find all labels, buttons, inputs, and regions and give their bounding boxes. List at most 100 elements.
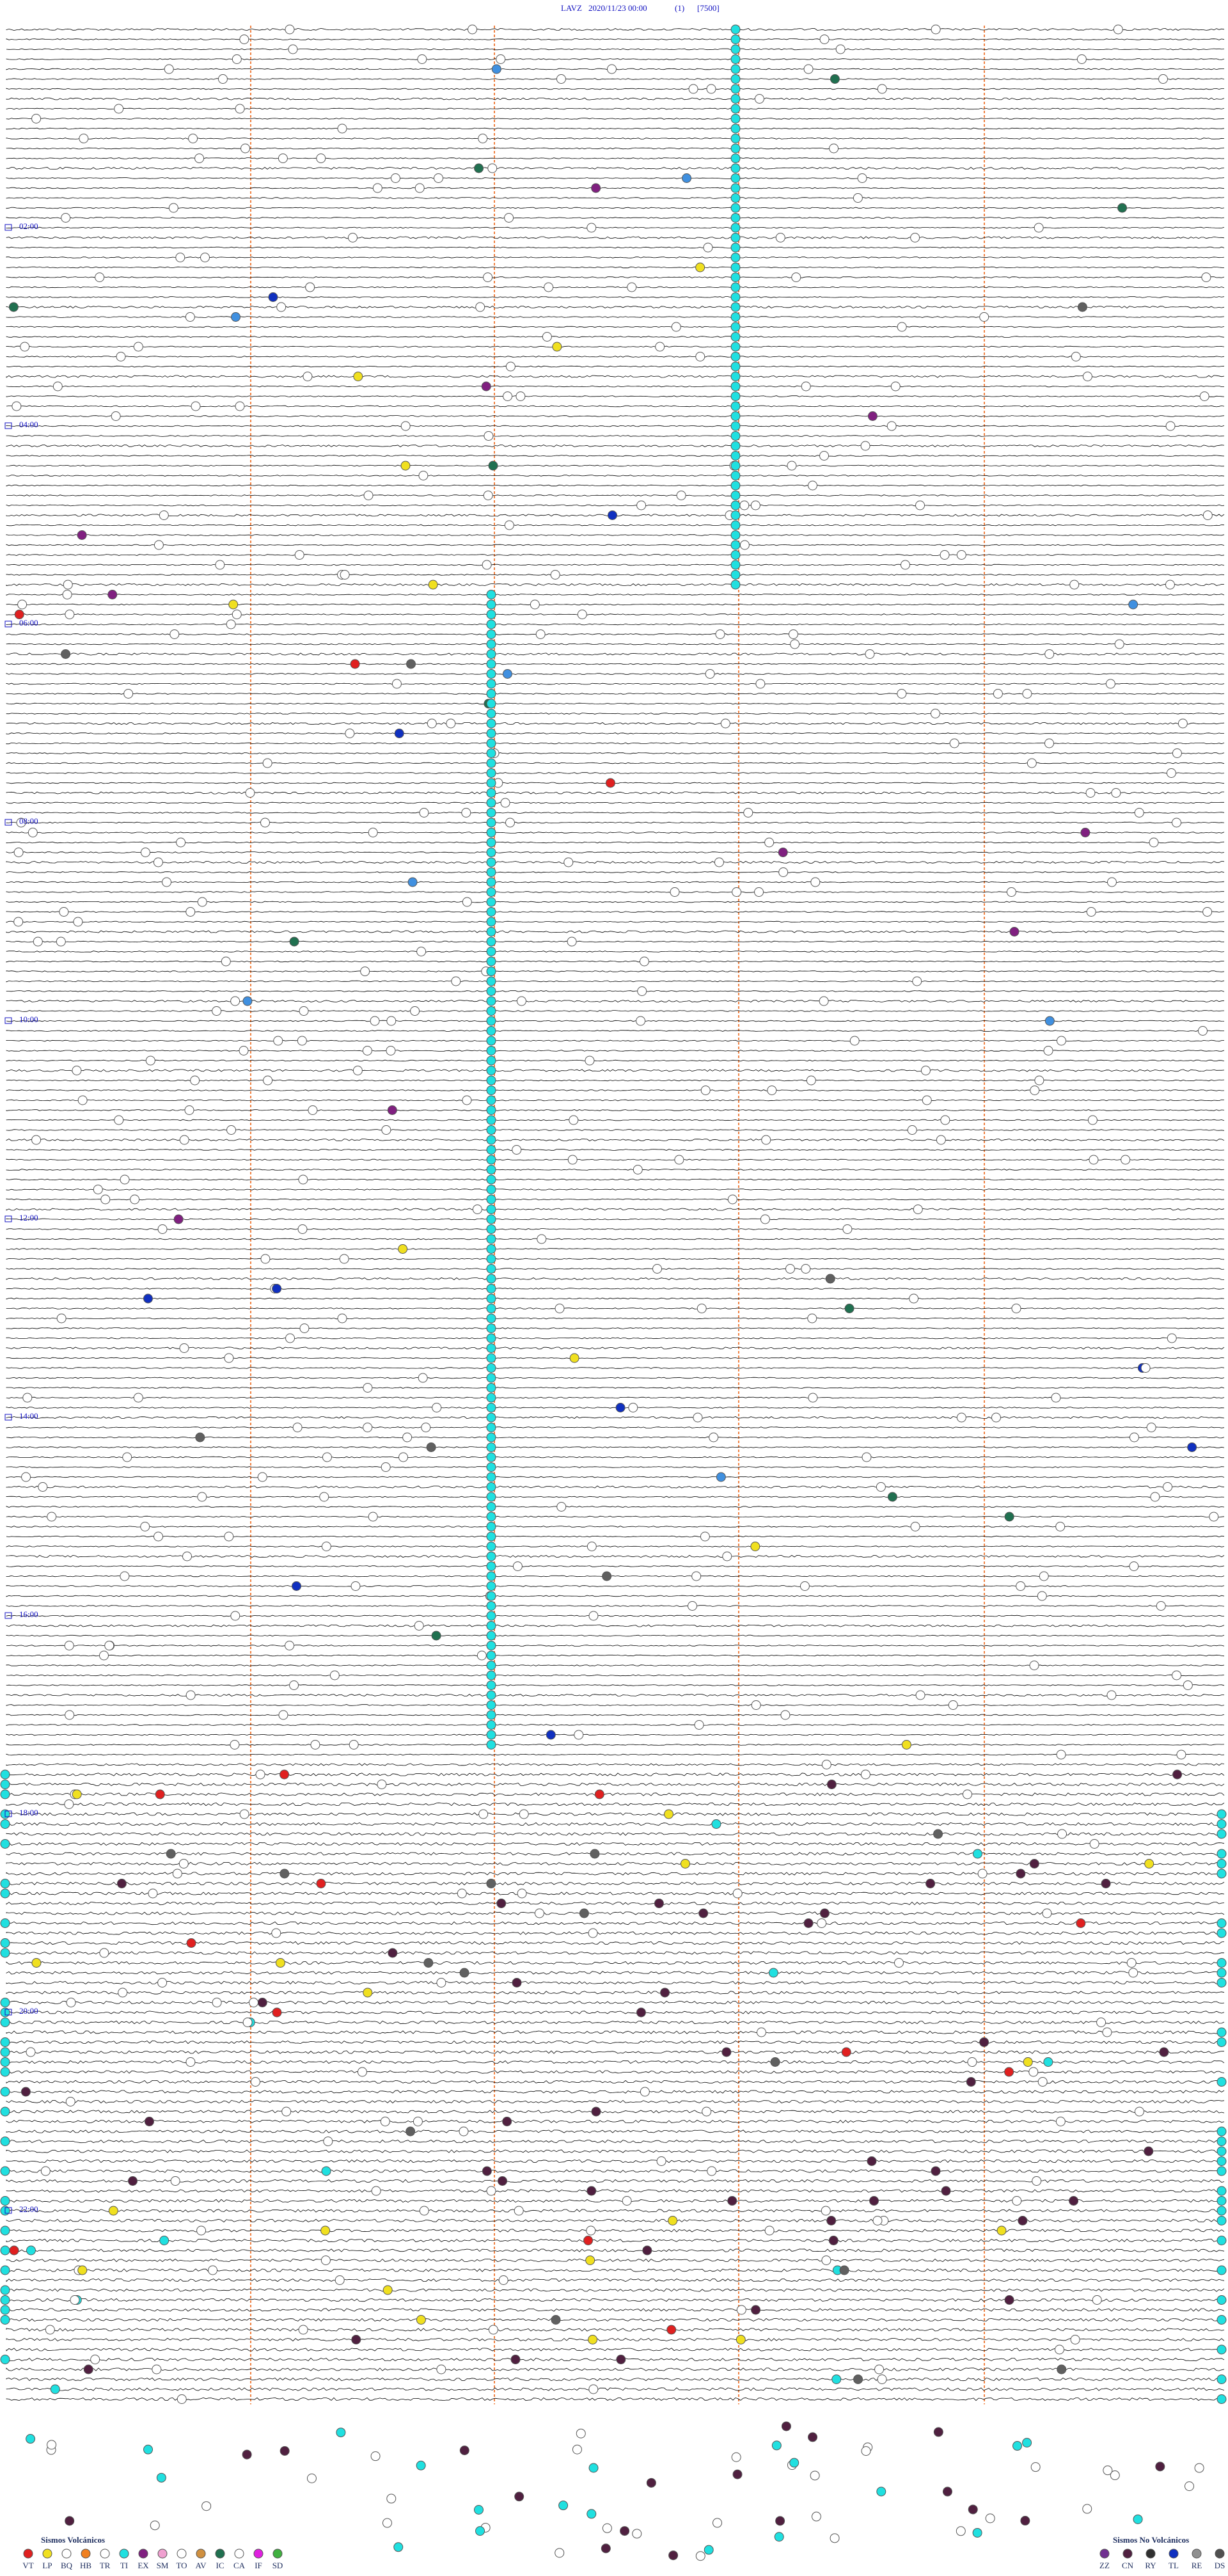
event-marker [47, 2440, 57, 2450]
event-marker [826, 2216, 837, 2225]
event-marker [750, 1542, 760, 1551]
event-marker [0, 2265, 10, 2275]
event-marker [0, 2245, 10, 2256]
event-marker [56, 936, 66, 947]
event-marker [486, 1036, 496, 1046]
event-marker [900, 560, 910, 570]
event-marker [1069, 2196, 1079, 2206]
event-marker [250, 2077, 260, 2087]
event-marker [910, 233, 920, 242]
event-marker [486, 1363, 496, 1373]
event-marker [754, 887, 764, 897]
event-marker [1216, 1869, 1227, 1879]
event-marker [586, 2509, 597, 2519]
event-marker [668, 2550, 679, 2561]
event-marker [1149, 837, 1159, 848]
event-marker [289, 1680, 299, 1690]
event-marker [966, 2077, 976, 2087]
hour-labels: 02:00 04:00 06:00 08:00 10:00 12:00 14:00 16:00… [4, 221, 38, 2214]
trace [6, 166, 1225, 170]
trace [6, 107, 1225, 110]
event-marker [285, 1641, 295, 1650]
event-marker [1133, 2514, 1143, 2524]
event-marker [22, 1393, 33, 1403]
trace [6, 475, 1225, 477]
event-marker [486, 1254, 496, 1264]
event-marker [730, 104, 741, 114]
event-marker [230, 1611, 240, 1621]
event-marker [897, 322, 907, 332]
event-marker [646, 2477, 656, 2488]
event-marker [569, 1115, 579, 1125]
event-marker [730, 570, 741, 580]
trace [6, 832, 1225, 834]
event-marker [95, 273, 105, 282]
trace [6, 1436, 1225, 1439]
event-marker [418, 1373, 428, 1383]
event-marker [382, 2518, 392, 2528]
event-marker [727, 1194, 737, 1205]
event-marker [486, 907, 496, 917]
event-marker [116, 1879, 127, 1888]
event-marker [1216, 2166, 1227, 2176]
event-marker [512, 1561, 523, 1571]
event-marker [1185, 2481, 1195, 2492]
event-marker [391, 679, 402, 689]
event-marker [835, 44, 846, 54]
event-marker [504, 520, 514, 530]
event-marker [486, 1383, 496, 1393]
event-marker [1216, 2206, 1227, 2216]
event-marker [920, 1066, 931, 1075]
trace [6, 1456, 1225, 1458]
event-marker [486, 1601, 496, 1611]
event-marker [1172, 1670, 1182, 1680]
event-marker [819, 451, 830, 461]
event-marker [860, 441, 870, 451]
event-marker [486, 1403, 496, 1412]
trace [6, 1595, 1225, 1597]
event-marker [915, 1690, 925, 1700]
event-marker [226, 1125, 237, 1135]
event-marker [427, 718, 437, 729]
trace [6, 802, 1224, 804]
event-marker [1004, 2067, 1014, 2077]
event-marker [788, 629, 798, 639]
event-marker [1129, 1432, 1139, 1442]
event-marker [52, 381, 63, 391]
event-marker [486, 689, 496, 699]
station: LAVZ [561, 3, 582, 13]
event-marker [1022, 689, 1032, 699]
event-marker [472, 1205, 482, 1214]
event-marker [486, 610, 496, 619]
event-marker [77, 2265, 88, 2275]
event-marker [1016, 1869, 1026, 1879]
event-marker [730, 183, 741, 193]
event-marker [61, 213, 71, 223]
event-marker [682, 173, 692, 183]
trace [6, 534, 1225, 536]
event-marker [31, 114, 42, 123]
event-marker [486, 1125, 496, 1135]
event-marker [99, 1948, 109, 1958]
event-marker [0, 2166, 10, 2176]
legend-marker [253, 2548, 264, 2559]
trace [6, 2130, 1225, 2133]
event-marker [1216, 2344, 1227, 2355]
trace [6, 1079, 1225, 1082]
event-marker [706, 84, 716, 94]
event-marker [398, 1452, 409, 1462]
trace [6, 812, 1225, 814]
event-marker [486, 1095, 496, 1105]
event-marker [239, 1046, 249, 1055]
event-marker [486, 1631, 496, 1641]
event-marker [400, 421, 411, 431]
trace [6, 1526, 1225, 1528]
event-marker [486, 1274, 496, 1284]
event-marker [179, 1135, 189, 1145]
event-marker [602, 2523, 612, 2533]
event-marker [1089, 1155, 1099, 1165]
event-marker [693, 1412, 703, 1423]
event-marker [730, 461, 741, 471]
event-marker [579, 1908, 589, 1918]
event-marker [588, 2463, 599, 2473]
